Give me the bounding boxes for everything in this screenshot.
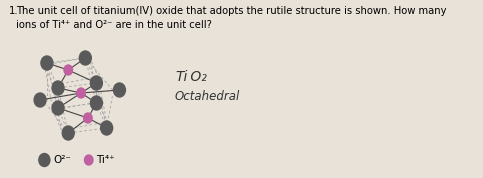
Circle shape: [84, 113, 92, 123]
Circle shape: [79, 51, 91, 65]
Text: Ti⁴⁺: Ti⁴⁺: [97, 155, 115, 165]
Circle shape: [52, 101, 64, 115]
Circle shape: [52, 81, 64, 95]
Text: 1.: 1.: [9, 6, 18, 16]
Circle shape: [34, 93, 46, 107]
Text: The unit cell of titanium(IV) oxide that adopts the rutile structure is shown. H: The unit cell of titanium(IV) oxide that…: [16, 6, 447, 30]
Circle shape: [62, 126, 74, 140]
Circle shape: [39, 153, 50, 166]
Circle shape: [64, 65, 72, 75]
Circle shape: [41, 56, 53, 70]
Circle shape: [90, 96, 102, 110]
Circle shape: [90, 76, 102, 90]
Text: Ti: Ti: [175, 70, 187, 84]
Text: O₂: O₂: [186, 70, 207, 84]
Circle shape: [77, 88, 85, 98]
Circle shape: [114, 83, 126, 97]
Text: Octahedral: Octahedral: [175, 90, 240, 103]
Circle shape: [85, 155, 93, 165]
Circle shape: [100, 121, 113, 135]
Text: O²⁻: O²⁻: [53, 155, 71, 165]
